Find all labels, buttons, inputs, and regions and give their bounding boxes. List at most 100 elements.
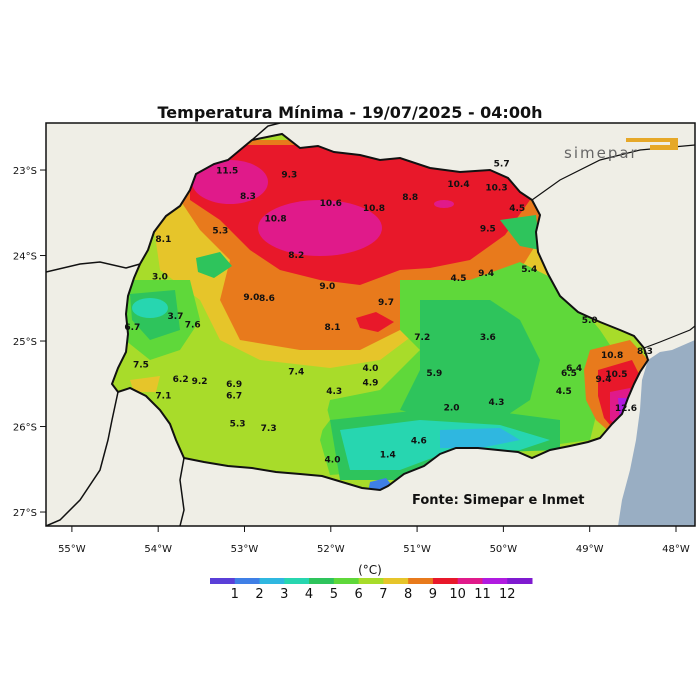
station-value: 3.0 (152, 272, 168, 282)
station-value: 2.0 (444, 403, 460, 413)
map-title: Temperatura Mínima - 19/07/2025 - 04:00h (157, 103, 543, 122)
station-value: 4.5 (556, 387, 572, 397)
border-line (46, 391, 119, 526)
border-line (46, 261, 141, 273)
logo-text: simepar (564, 144, 639, 162)
legend-swatch (408, 578, 434, 584)
station-value: 10.8 (601, 351, 623, 361)
station-value: 4.0 (325, 455, 341, 465)
legend-swatch (333, 578, 360, 584)
station-value: 7.4 (288, 367, 304, 377)
station-value: 9.5 (480, 225, 496, 235)
color-legend: 1 2 3 4 5 6 7 8 9 10 11 12 (210, 578, 533, 602)
station-value: 4.5 (451, 274, 467, 284)
legend-label: 9 (429, 587, 437, 602)
station-value: 6.2 (173, 375, 189, 385)
station-value: 9.4 (478, 269, 494, 279)
station-value: 5.3 (230, 420, 246, 430)
station-value: 10.8 (363, 204, 385, 214)
station-value: 5.7 (494, 160, 510, 170)
lon-tick-label: 50°W (490, 544, 518, 555)
legend-swatch (457, 578, 483, 584)
station-value: 1.4 (380, 450, 396, 460)
station-value: 7.3 (261, 424, 277, 434)
station-value: 6.5 (561, 369, 577, 379)
border-line (179, 457, 185, 526)
legend-swatch (383, 578, 409, 584)
station-value: 5.4 (521, 265, 537, 275)
lat-tick-label: 24°S (13, 252, 37, 263)
legend-swatch (507, 578, 533, 584)
station-value: 5.9 (426, 369, 442, 379)
legend-swatch (234, 578, 261, 584)
legend-label: 7 (379, 587, 387, 602)
source-text: Fonte: Simepar e Inmet (412, 493, 585, 508)
station-value: 5.3 (212, 226, 228, 236)
lon-tick-label: 55°W (58, 544, 86, 555)
legend-label: 11 (474, 587, 491, 602)
legend-swatch (284, 578, 310, 584)
lat-tick-label: 25°S (13, 337, 37, 348)
station-value: 10.6 (320, 199, 342, 209)
lon-tick-label: 49°W (576, 544, 604, 555)
station-value: 4.3 (326, 387, 342, 397)
station-value: 9.2 (192, 377, 208, 387)
station-value: 6.7 (226, 391, 242, 401)
legend-swatch (259, 578, 285, 584)
station-labels: 11.5 9.3 8.3 10.6 10.8 8.8 10.4 10.3 5.7 4.5 10.8 5… (124, 160, 653, 466)
lat-tick-label: 26°S (13, 423, 37, 434)
station-value: 6.9 (226, 380, 242, 390)
legend-label: 4 (305, 587, 313, 602)
station-value: 7.1 (155, 391, 171, 401)
lat-tick-label: 27°S (13, 508, 37, 519)
station-value: 8.1 (325, 323, 341, 333)
station-value: 8.3 (637, 347, 653, 357)
legend-swatch (358, 578, 384, 584)
lon-tick-label: 48°W (662, 544, 690, 555)
station-value: 5.0 (582, 316, 598, 326)
legend-label: 6 (354, 587, 362, 602)
station-value: 10.4 (447, 180, 469, 190)
lon-tick-label: 51°W (403, 544, 431, 555)
lat-tick-label: 23°S (13, 166, 37, 177)
station-value: 7.5 (133, 361, 149, 371)
station-value: 12.6 (615, 404, 637, 414)
map-frame-border (45, 122, 696, 527)
station-value: 11.5 (216, 166, 238, 176)
legend-swatch (482, 578, 508, 584)
station-value: 8.2 (288, 251, 304, 261)
longitude-axis: 55°W 54°W 53°W 52°W 51°W 50°W 49°W 48°W (58, 526, 690, 555)
legend-swatch (210, 578, 236, 584)
legend-swatch (432, 578, 459, 584)
legend-label: 3 (280, 587, 288, 602)
station-value: 9.0 (243, 293, 259, 303)
station-value: 4.5 (509, 204, 525, 214)
legend-label: 5 (330, 587, 338, 602)
station-value: 4.6 (411, 437, 427, 447)
station-value: 8.8 (402, 193, 418, 203)
legend-swatch (309, 578, 335, 584)
lon-tick-label: 54°W (144, 544, 172, 555)
legend-label: 10 (449, 587, 466, 602)
station-value: 6.4 (566, 364, 582, 374)
station-value: 4.3 (489, 398, 505, 408)
station-value: 8.3 (240, 192, 256, 202)
station-value: 9.0 (319, 282, 335, 292)
legend-label: 2 (255, 587, 263, 602)
station-value: 10.8 (264, 214, 286, 224)
border-line (643, 325, 695, 349)
station-value: 3.6 (480, 333, 496, 343)
legend-label: 1 (231, 587, 239, 602)
logo-icon (626, 138, 678, 150)
station-value: 7.6 (185, 320, 201, 330)
state-border (110, 132, 650, 492)
station-value: 6.7 (124, 323, 140, 333)
ocean (618, 340, 695, 526)
station-value: 7.2 (414, 333, 430, 343)
station-value: 10.5 (605, 370, 627, 380)
station-value: 3.7 (167, 312, 183, 322)
lon-tick-label: 52°W (317, 544, 345, 555)
lon-tick-label: 53°W (231, 544, 259, 555)
station-value: 9.3 (281, 171, 297, 181)
